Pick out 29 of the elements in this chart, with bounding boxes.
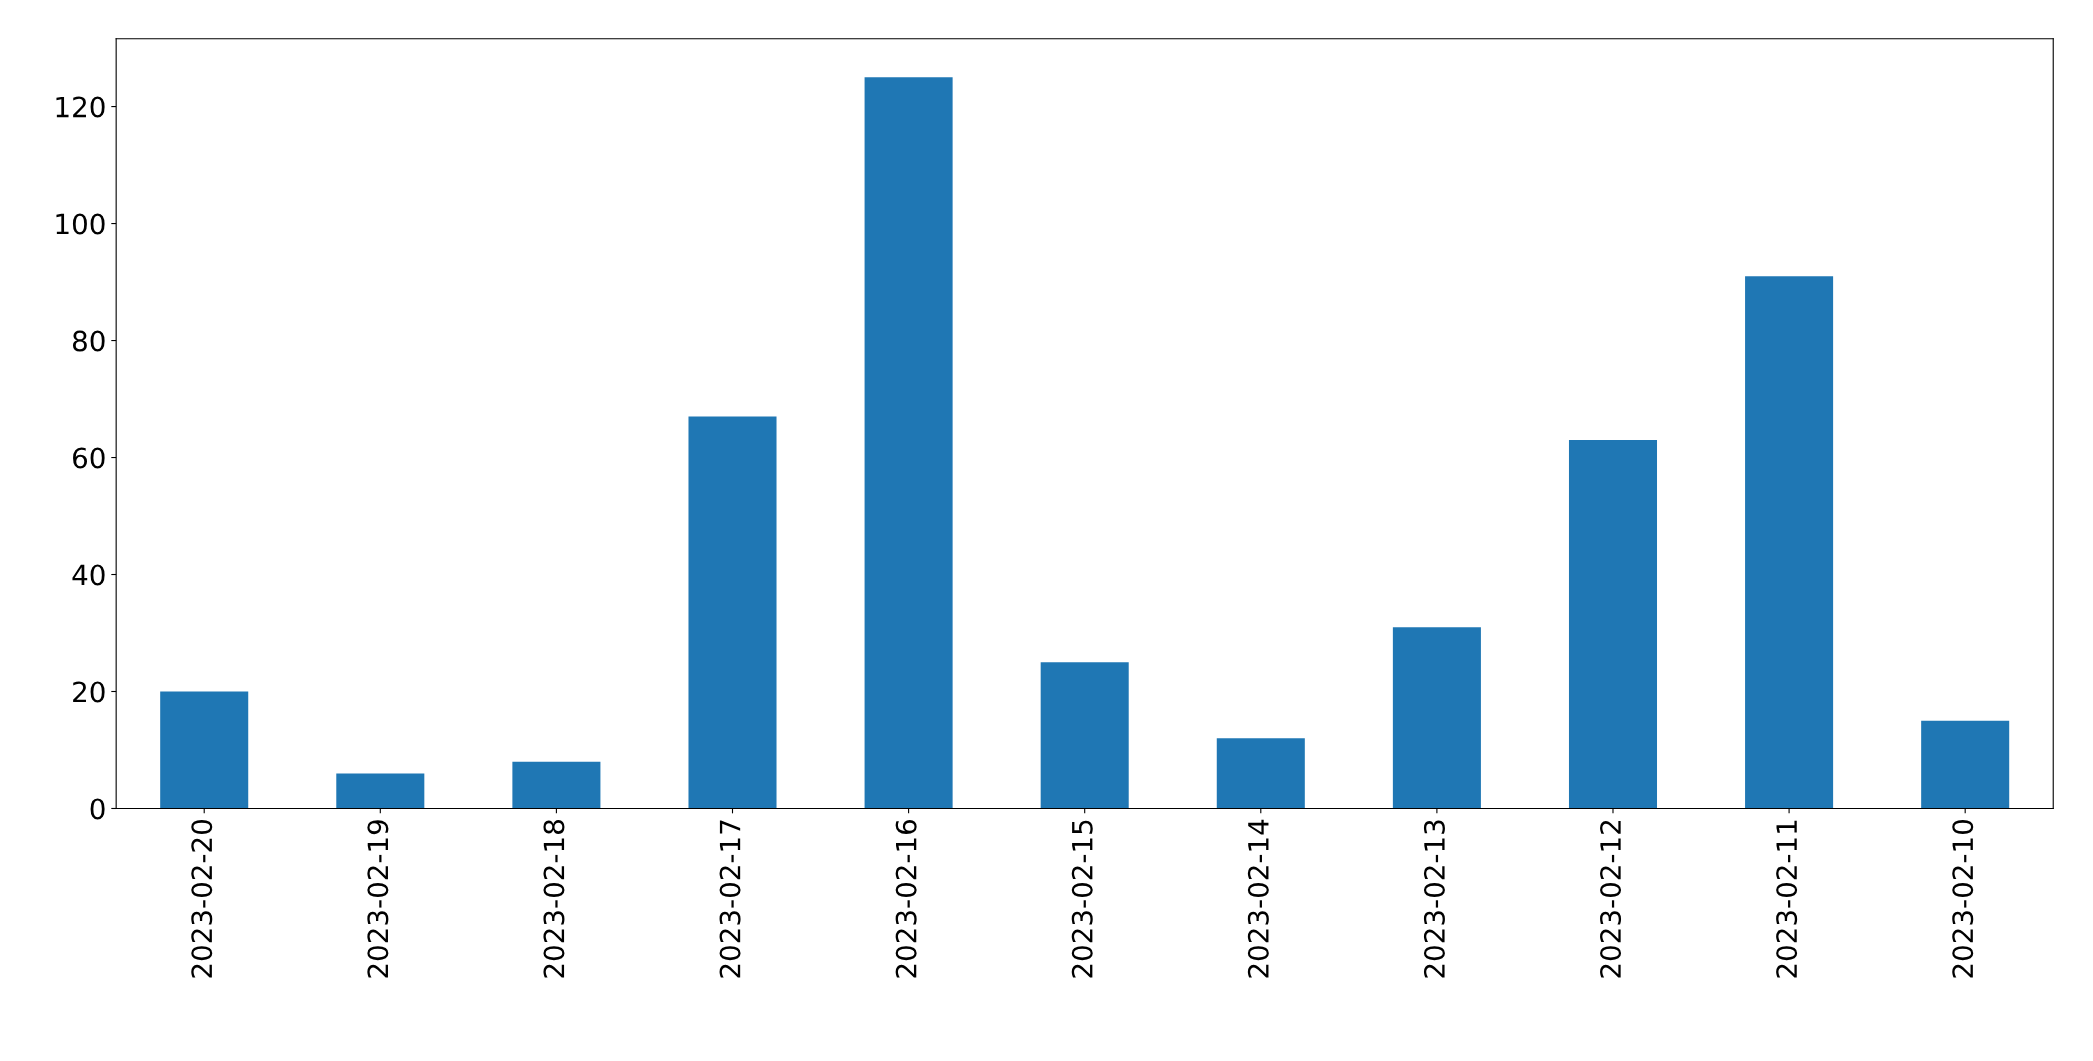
y-tick-label: 20 [73, 681, 105, 703]
bar [688, 416, 777, 809]
bar [1568, 439, 1658, 809]
x-tick-label: 2023-02-20 [191, 820, 213, 978]
x-tick-label: 2023-02-13 [1423, 820, 1445, 978]
x-tick-label: 2023-02-17 [719, 820, 741, 978]
bar [1921, 720, 2010, 809]
bar [160, 691, 249, 809]
y-tick-label: 120 [56, 96, 105, 118]
x-tick-label: 2023-02-16 [895, 819, 917, 978]
y-tick-label: 100 [56, 213, 105, 235]
bar [512, 761, 601, 809]
x-tick-label: 2023-02-10 [1952, 820, 1974, 978]
bar [1040, 662, 1129, 809]
y-tick-label: 80 [72, 330, 105, 352]
x-tick-label: 2023-02-12 [1600, 820, 1622, 978]
bar [1216, 738, 1305, 809]
bar [336, 773, 425, 809]
x-tick-label: 2023-02-18 [543, 820, 565, 978]
bar [1745, 276, 1834, 809]
x-tick-label: 2023-02-19 [367, 820, 389, 978]
bar [864, 77, 953, 809]
y-tick-label: 60 [73, 447, 105, 469]
bar [1392, 627, 1481, 809]
x-tick-label: 2023-02-15 [1071, 820, 1093, 978]
x-tick-label: 2023-02-11 [1776, 820, 1798, 978]
y-tick-label: 0 [90, 798, 105, 820]
x-tick-label: 2023-02-14 [1247, 819, 1269, 978]
y-tick-label: 40 [72, 564, 105, 586]
